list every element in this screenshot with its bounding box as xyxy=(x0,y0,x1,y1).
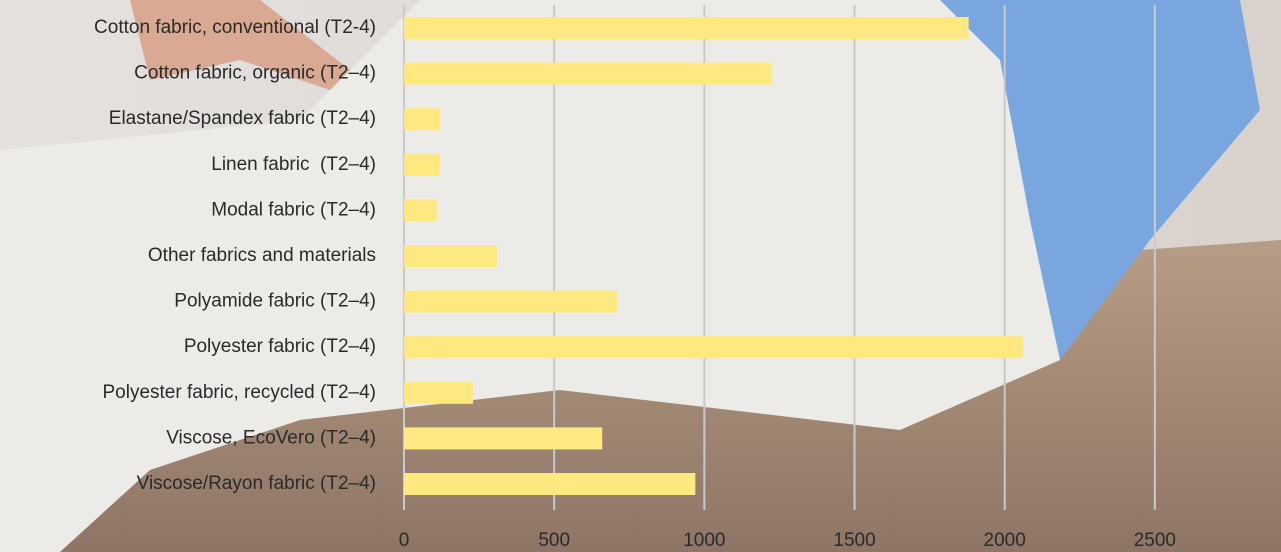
y-tick-label: Elastane/Spandex fabric (T2–4) xyxy=(109,108,376,129)
bar xyxy=(404,153,441,176)
y-tick-label: Polyester fabric (T2–4) xyxy=(184,336,376,357)
bar xyxy=(404,381,474,404)
x-tick-label: 1000 xyxy=(683,530,725,551)
trousers xyxy=(0,0,1060,552)
x-tick-label: 500 xyxy=(538,530,570,551)
bar xyxy=(404,427,603,450)
bar xyxy=(404,108,441,131)
x-tick-label: 1500 xyxy=(833,530,875,551)
bars xyxy=(404,17,1023,495)
x-tick-label: 0 xyxy=(399,530,410,551)
grid xyxy=(403,5,1156,510)
y-tick-label: Other fabrics and materials xyxy=(148,245,376,266)
labels: 0 500 1000 1500 2000 2500 Cotton fabric, conve… xyxy=(94,17,1176,551)
y-tick-label: Viscose/Rayon fabric (T2–4) xyxy=(137,473,376,494)
bar xyxy=(404,473,696,495)
y-tick-label: Linen fabric (T2–4) xyxy=(211,154,376,175)
x-tick-label: 2500 xyxy=(1134,530,1176,551)
y-tick-label: Modal fabric (T2–4) xyxy=(211,199,376,220)
y-tick-label: Cotton fabric, conventional (T2-4) xyxy=(94,17,376,38)
y-tick-label: Polyamide fabric (T2–4) xyxy=(174,291,376,312)
bar xyxy=(404,290,618,313)
bar xyxy=(404,17,969,39)
y-tick-label: Viscose, EcoVero (T2–4) xyxy=(166,427,376,448)
bar xyxy=(404,199,438,222)
bar xyxy=(404,62,772,85)
shirt xyxy=(940,0,1260,360)
bar xyxy=(404,245,498,267)
bar xyxy=(404,336,1023,359)
hand xyxy=(130,0,350,90)
y-tick-label: Polyester fabric, recycled (T2–4) xyxy=(103,382,377,403)
y-tick-label: Cotton fabric, organic (T2–4) xyxy=(134,63,376,84)
x-tick-label: 2000 xyxy=(984,530,1026,551)
